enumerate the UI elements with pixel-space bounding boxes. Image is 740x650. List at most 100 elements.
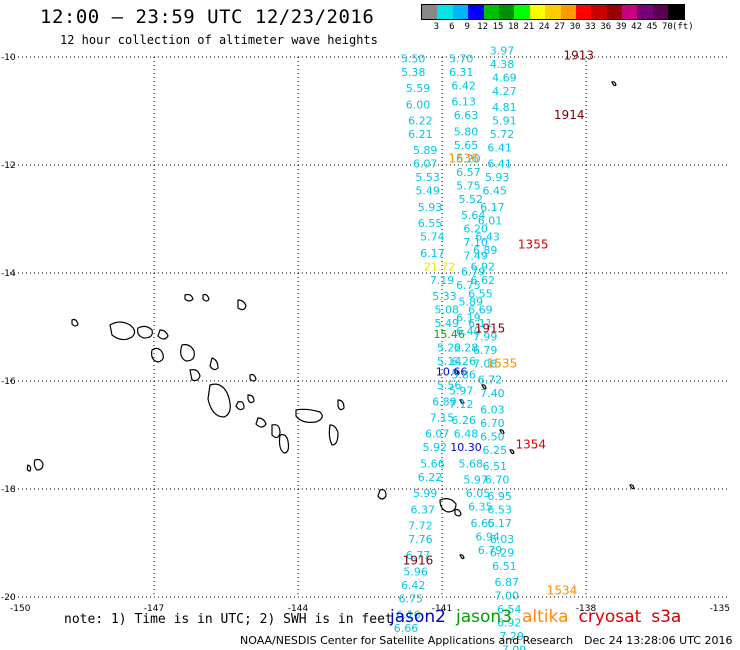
legend-color-bar: [421, 4, 685, 20]
pass-time-label: 1913: [564, 49, 595, 63]
island: [157, 329, 169, 340]
legend-label: 6: [449, 22, 455, 32]
wave-height-value: 6.66: [394, 622, 419, 635]
legend-swatch: [468, 5, 484, 19]
y-axis-label: -16: [1, 377, 16, 387]
island: [453, 369, 459, 375]
wave-height-value: 6.92: [471, 260, 496, 273]
wave-height-value: 6.70: [480, 417, 505, 430]
wave-height-value: 7.72: [408, 520, 433, 533]
wave-height-value: 6.72: [478, 374, 503, 387]
wave-height-value: 6.63: [454, 109, 479, 122]
pass-time-label: 1916: [403, 554, 434, 568]
legend-swatch: [437, 5, 453, 19]
wave-height-value: 6.94: [475, 530, 500, 543]
island: [278, 434, 290, 454]
wave-height-value: 6.45: [483, 185, 508, 198]
legend-label: 33: [584, 22, 596, 32]
wave-height-value: 7.10: [463, 236, 488, 249]
wave-height-value: 21.72: [424, 260, 456, 273]
x-axis-label: -150: [10, 604, 31, 614]
legend-label: 21: [523, 22, 535, 32]
legend-label: 15: [492, 22, 504, 32]
wave-height-value: 6.70: [485, 474, 510, 487]
wave-height-value: 15.46: [433, 328, 465, 341]
legend-swatch: [652, 5, 669, 19]
island: [202, 293, 210, 302]
satellite-key: jason2 jason3 altika cryosat s3a: [390, 607, 691, 627]
wave-height-value: 6.92: [497, 617, 522, 630]
wave-height-value: 5.92: [423, 441, 448, 454]
wave-height-value: 7.29: [499, 630, 524, 643]
wave-height-value: 5.96: [403, 565, 428, 578]
wave-height-value: 3.97: [490, 44, 515, 57]
island: [439, 498, 457, 513]
legend-label: 39: [615, 22, 627, 32]
wave-height-value: 6.22: [418, 471, 443, 484]
legend-swatch: [452, 5, 469, 19]
x-axis-label: -141: [432, 604, 452, 614]
wave-height-value: 5.64: [461, 209, 486, 222]
island: [235, 401, 245, 411]
wave-height-value: 6.17: [420, 247, 445, 260]
legend-labels: 3 6 9 12 15 18 21 24 27 30 33 36 39 42 45 70 (ft): [421, 22, 694, 34]
satellite-key-jason2: jason2: [390, 607, 446, 627]
wave-height-value: 6.57: [456, 166, 481, 179]
wave-height-value: 5.70: [449, 52, 474, 65]
wave-height-value: 5.91: [492, 115, 517, 128]
wave-height-value: 5.86: [451, 368, 476, 381]
wave-height-value: 6.13: [451, 96, 476, 109]
legend-swatch: [637, 5, 653, 19]
wave-height-value: 5.65: [454, 139, 479, 152]
island: [255, 417, 267, 428]
grid-lines: [10, 56, 730, 598]
wave-height-value: 6.03: [490, 533, 515, 546]
wave-height-value: 6.42: [401, 579, 426, 592]
generated-timestamp: Dec 24 13:28:06 UTC 2016: [584, 634, 733, 647]
wave-height-value: 6.07: [425, 428, 450, 441]
wave-height-value: 5.75: [456, 179, 481, 192]
y-axis-label: -20: [1, 593, 16, 603]
satellite-key-s3a: s3a: [651, 607, 682, 627]
wave-height-value: 6.19: [456, 312, 481, 325]
legend-label: 12: [477, 22, 489, 32]
wave-height-value: 6.01: [478, 214, 503, 227]
island: [295, 408, 323, 423]
wave-height-value: 7.08: [473, 358, 498, 371]
legend-swatch: [560, 5, 576, 19]
wave-height-value: 6.79: [478, 544, 503, 557]
legend-swatch: [529, 5, 546, 19]
wave-height-value: 6.65: [471, 517, 496, 530]
legend-label: 42: [631, 22, 643, 32]
island: [26, 464, 32, 472]
island: [151, 347, 164, 363]
wave-height-value: 5.52: [459, 193, 484, 206]
wave-height-value: 5.56: [437, 379, 462, 392]
wave-height-value: 6.53: [487, 503, 512, 516]
wave-height-value: 6.95: [487, 490, 512, 503]
wave-height-value: 5.68: [459, 457, 484, 470]
wave-height-value: 6.75: [399, 592, 424, 605]
wave-height-value: 6.42: [451, 79, 476, 92]
pass-time-labels: 1913191415361355191515351354191615341353: [403, 49, 595, 598]
wave-height-value: 6.29: [490, 547, 515, 560]
legend-swatch: [498, 5, 515, 19]
wave-height-value: 6.35: [468, 501, 493, 514]
credit-line: NOAA/NESDIS Center for Satellite Applica…: [240, 634, 574, 647]
wave-height-value: 5.89: [413, 144, 438, 157]
wave-height-value: 6.00: [406, 98, 431, 111]
pass-time-label: 1534: [547, 583, 578, 597]
legend-label: 9: [464, 22, 470, 32]
x-axis-label: -147: [144, 604, 164, 614]
wave-height-value: 6.41: [487, 158, 512, 171]
legend-swatch: [514, 5, 530, 19]
wave-height-value: 5.14: [437, 355, 462, 368]
island: [337, 399, 345, 411]
legend-label: 3: [433, 22, 440, 32]
wave-height-value: 5.74: [420, 231, 445, 244]
wave-height-value: 6.51: [483, 460, 508, 473]
wave-height-value: 5.22: [437, 341, 462, 354]
wave-height-value: 6.17: [487, 517, 512, 530]
wave-height-value: 4.69: [492, 71, 517, 84]
legend-swatch: [545, 5, 561, 19]
